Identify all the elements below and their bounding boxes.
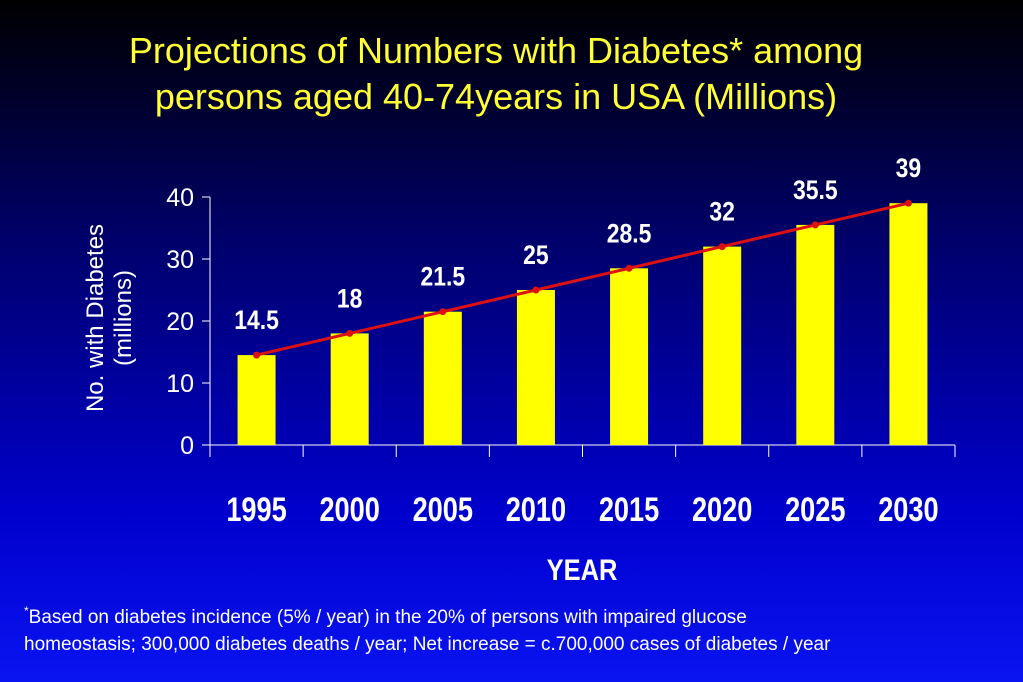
bar-2030 [889, 203, 928, 445]
chart-title: Projections of Numbers with Diabetes* am… [0, 28, 992, 120]
data-label-2010: 25 [523, 240, 549, 270]
title-line-2: persons aged 40-74years in USA (Millions… [154, 76, 838, 117]
x-tick-label-2025: 2025 [785, 490, 845, 529]
data-label-2020: 32 [709, 197, 735, 227]
data-label-2015: 28.5 [607, 219, 652, 249]
x-axis-title: YEAR [547, 553, 618, 586]
data-label-2005: 21.5 [420, 262, 465, 292]
trend-point-2020 [718, 243, 726, 251]
data-label-2030: 39 [896, 153, 922, 183]
trend-line [256, 201, 909, 357]
footnote-line-2: homeostasis; 300,000 diabetes deaths / y… [24, 634, 831, 655]
trend-point-2005 [439, 308, 447, 316]
bar-1995 [237, 355, 276, 445]
x-tick-label-2000: 2000 [319, 490, 379, 529]
bar-2005 [423, 311, 462, 445]
x-tick-label-2030: 2030 [878, 490, 938, 529]
bar-2010 [516, 290, 555, 445]
data-label-1995: 14.5 [234, 305, 279, 335]
trend-point-2000 [346, 329, 354, 337]
data-label-2025: 35.5 [793, 175, 838, 205]
footnote-marker: * [24, 604, 29, 618]
y-tick-label: 10 [166, 370, 194, 398]
title-line-1: Projections of Numbers with Diabetes* am… [128, 30, 864, 71]
x-tick-label-2020: 2020 [692, 490, 752, 529]
bar-2000 [330, 333, 369, 445]
x-tick-label-2015: 2015 [599, 490, 659, 529]
data-label-2000: 18 [337, 284, 363, 314]
x-tick-label-1995: 1995 [226, 490, 286, 529]
y-axis-title-line-2: (millions) [110, 270, 137, 366]
bar-2015 [610, 268, 649, 445]
trend-point-2010 [532, 286, 540, 294]
footnote-text-1: Based on diabetes incidence (5% / year) … [28, 607, 747, 628]
trend-point-2025 [811, 221, 819, 229]
y-axis-title-line-1: No. with Diabetes [82, 224, 109, 412]
y-tick-label: 30 [166, 246, 194, 274]
footnote-line-1: *Based on diabetes incidence (5% / year)… [24, 598, 1014, 631]
y-axis-title: No. with Diabetes(millions) [82, 224, 137, 412]
trend-point-1995 [253, 351, 261, 359]
bar-2020 [703, 246, 742, 445]
y-tick-label: 20 [166, 308, 194, 336]
x-tick-label-2010: 2010 [506, 490, 566, 529]
y-tick-label: 40 [166, 184, 194, 212]
footnote: *Based on diabetes incidence (5% / year)… [24, 598, 1014, 658]
y-tick-label: 0 [180, 432, 194, 460]
bar-2025 [796, 224, 835, 445]
x-tick-label-2005: 2005 [413, 490, 473, 529]
trend-point-2015 [625, 264, 633, 272]
trend-point-2030 [904, 199, 912, 207]
